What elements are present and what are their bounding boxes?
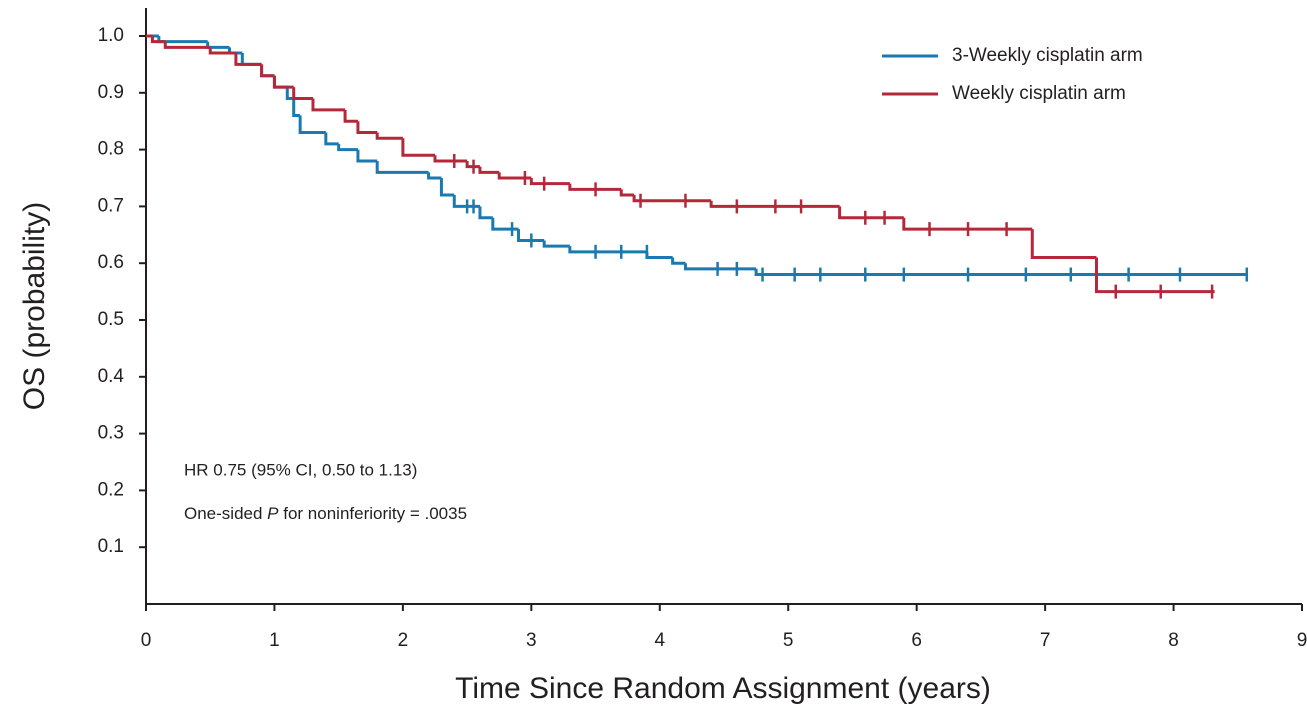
step-segment [234, 53, 262, 66]
y-tick-label: 0.1 [98, 536, 124, 557]
step-segment [272, 75, 288, 89]
step-segment [292, 87, 313, 100]
step-segment [157, 36, 208, 44]
step-segment [491, 217, 519, 231]
annotation-part: One-sided [184, 504, 267, 523]
step-segment [260, 64, 275, 78]
step-segment [619, 189, 635, 197]
y-tick-label: 0.7 [98, 195, 124, 216]
y-tick-label: 1.0 [98, 25, 124, 46]
x-tick-label: 7 [1040, 630, 1051, 651]
step-segment [292, 98, 301, 118]
step-segment [632, 195, 712, 203]
step-segment [478, 206, 493, 220]
step-segment [427, 172, 442, 180]
step-segment [838, 206, 904, 220]
step-segment [298, 115, 326, 135]
annotation: One-sided P for noninferiority = .0035 [184, 504, 467, 523]
y-tick-label: 0.6 [98, 252, 124, 273]
x-tick-label: 9 [1297, 630, 1307, 651]
y-tick-label: 0.4 [98, 366, 125, 387]
step-segment [272, 75, 294, 89]
step-segment [206, 41, 230, 49]
x-tick-label: 3 [526, 630, 537, 651]
step-segment [343, 109, 358, 123]
x-tick-label: 4 [654, 630, 665, 651]
step-segment [439, 178, 455, 197]
legend-label: 3-Weekly cisplatin arm [952, 45, 1143, 66]
annotation-part: P [267, 504, 279, 523]
step-segment [683, 263, 757, 271]
step-segment [902, 217, 1033, 231]
step-segment [465, 160, 480, 169]
y-tick-label: 0.3 [98, 423, 124, 444]
step-segment [356, 121, 378, 135]
step-segment [478, 166, 500, 174]
y-tick-label: 0.2 [98, 479, 124, 500]
step-segment [356, 149, 378, 163]
step-segment [240, 53, 262, 66]
step-segment [497, 172, 532, 180]
step-segment [433, 155, 468, 163]
x-tick-label: 0 [141, 630, 152, 651]
x-tick-label: 2 [398, 630, 409, 651]
x-tick-label: 5 [783, 630, 794, 651]
step-segment [452, 195, 480, 208]
step-segment [1030, 229, 1097, 260]
y-tick-label: 0.5 [98, 309, 124, 330]
step-segment [285, 87, 294, 100]
y-tick-label: 0.9 [98, 82, 124, 103]
step-segment [260, 64, 275, 78]
step-segment [375, 132, 403, 140]
step-segment [671, 257, 686, 265]
step-segment [568, 183, 622, 191]
step-segment [568, 246, 647, 254]
step-segment [1094, 257, 1215, 294]
x-tick-label: 6 [911, 630, 922, 651]
step-segment [375, 160, 429, 174]
y-axis-title: OS (probability) [18, 202, 51, 410]
step-segment [645, 251, 673, 260]
step-segment [324, 132, 339, 146]
step-segment [208, 47, 236, 55]
step-segment [709, 200, 840, 208]
step-segment [311, 98, 346, 112]
step-segment [542, 240, 570, 248]
step-segment [529, 178, 570, 186]
x-axis-title: Time Since Random Assignment (years) [455, 672, 991, 705]
x-tick-label: 8 [1168, 630, 1179, 651]
y-tick-label: 0.8 [98, 139, 124, 160]
step-segment [163, 41, 211, 49]
legend-label: Weekly cisplatin arm [952, 83, 1126, 104]
step-segment [150, 36, 166, 44]
step-segment [516, 229, 545, 242]
step-segment [337, 143, 358, 152]
annotation: HR 0.75 (95% CI, 0.50 to 1.13) [184, 460, 417, 479]
x-tick-label: 1 [269, 630, 280, 651]
step-segment [401, 138, 435, 157]
step-segment [754, 268, 1247, 277]
annotation-part: for noninferiority = .0035 [279, 504, 468, 523]
